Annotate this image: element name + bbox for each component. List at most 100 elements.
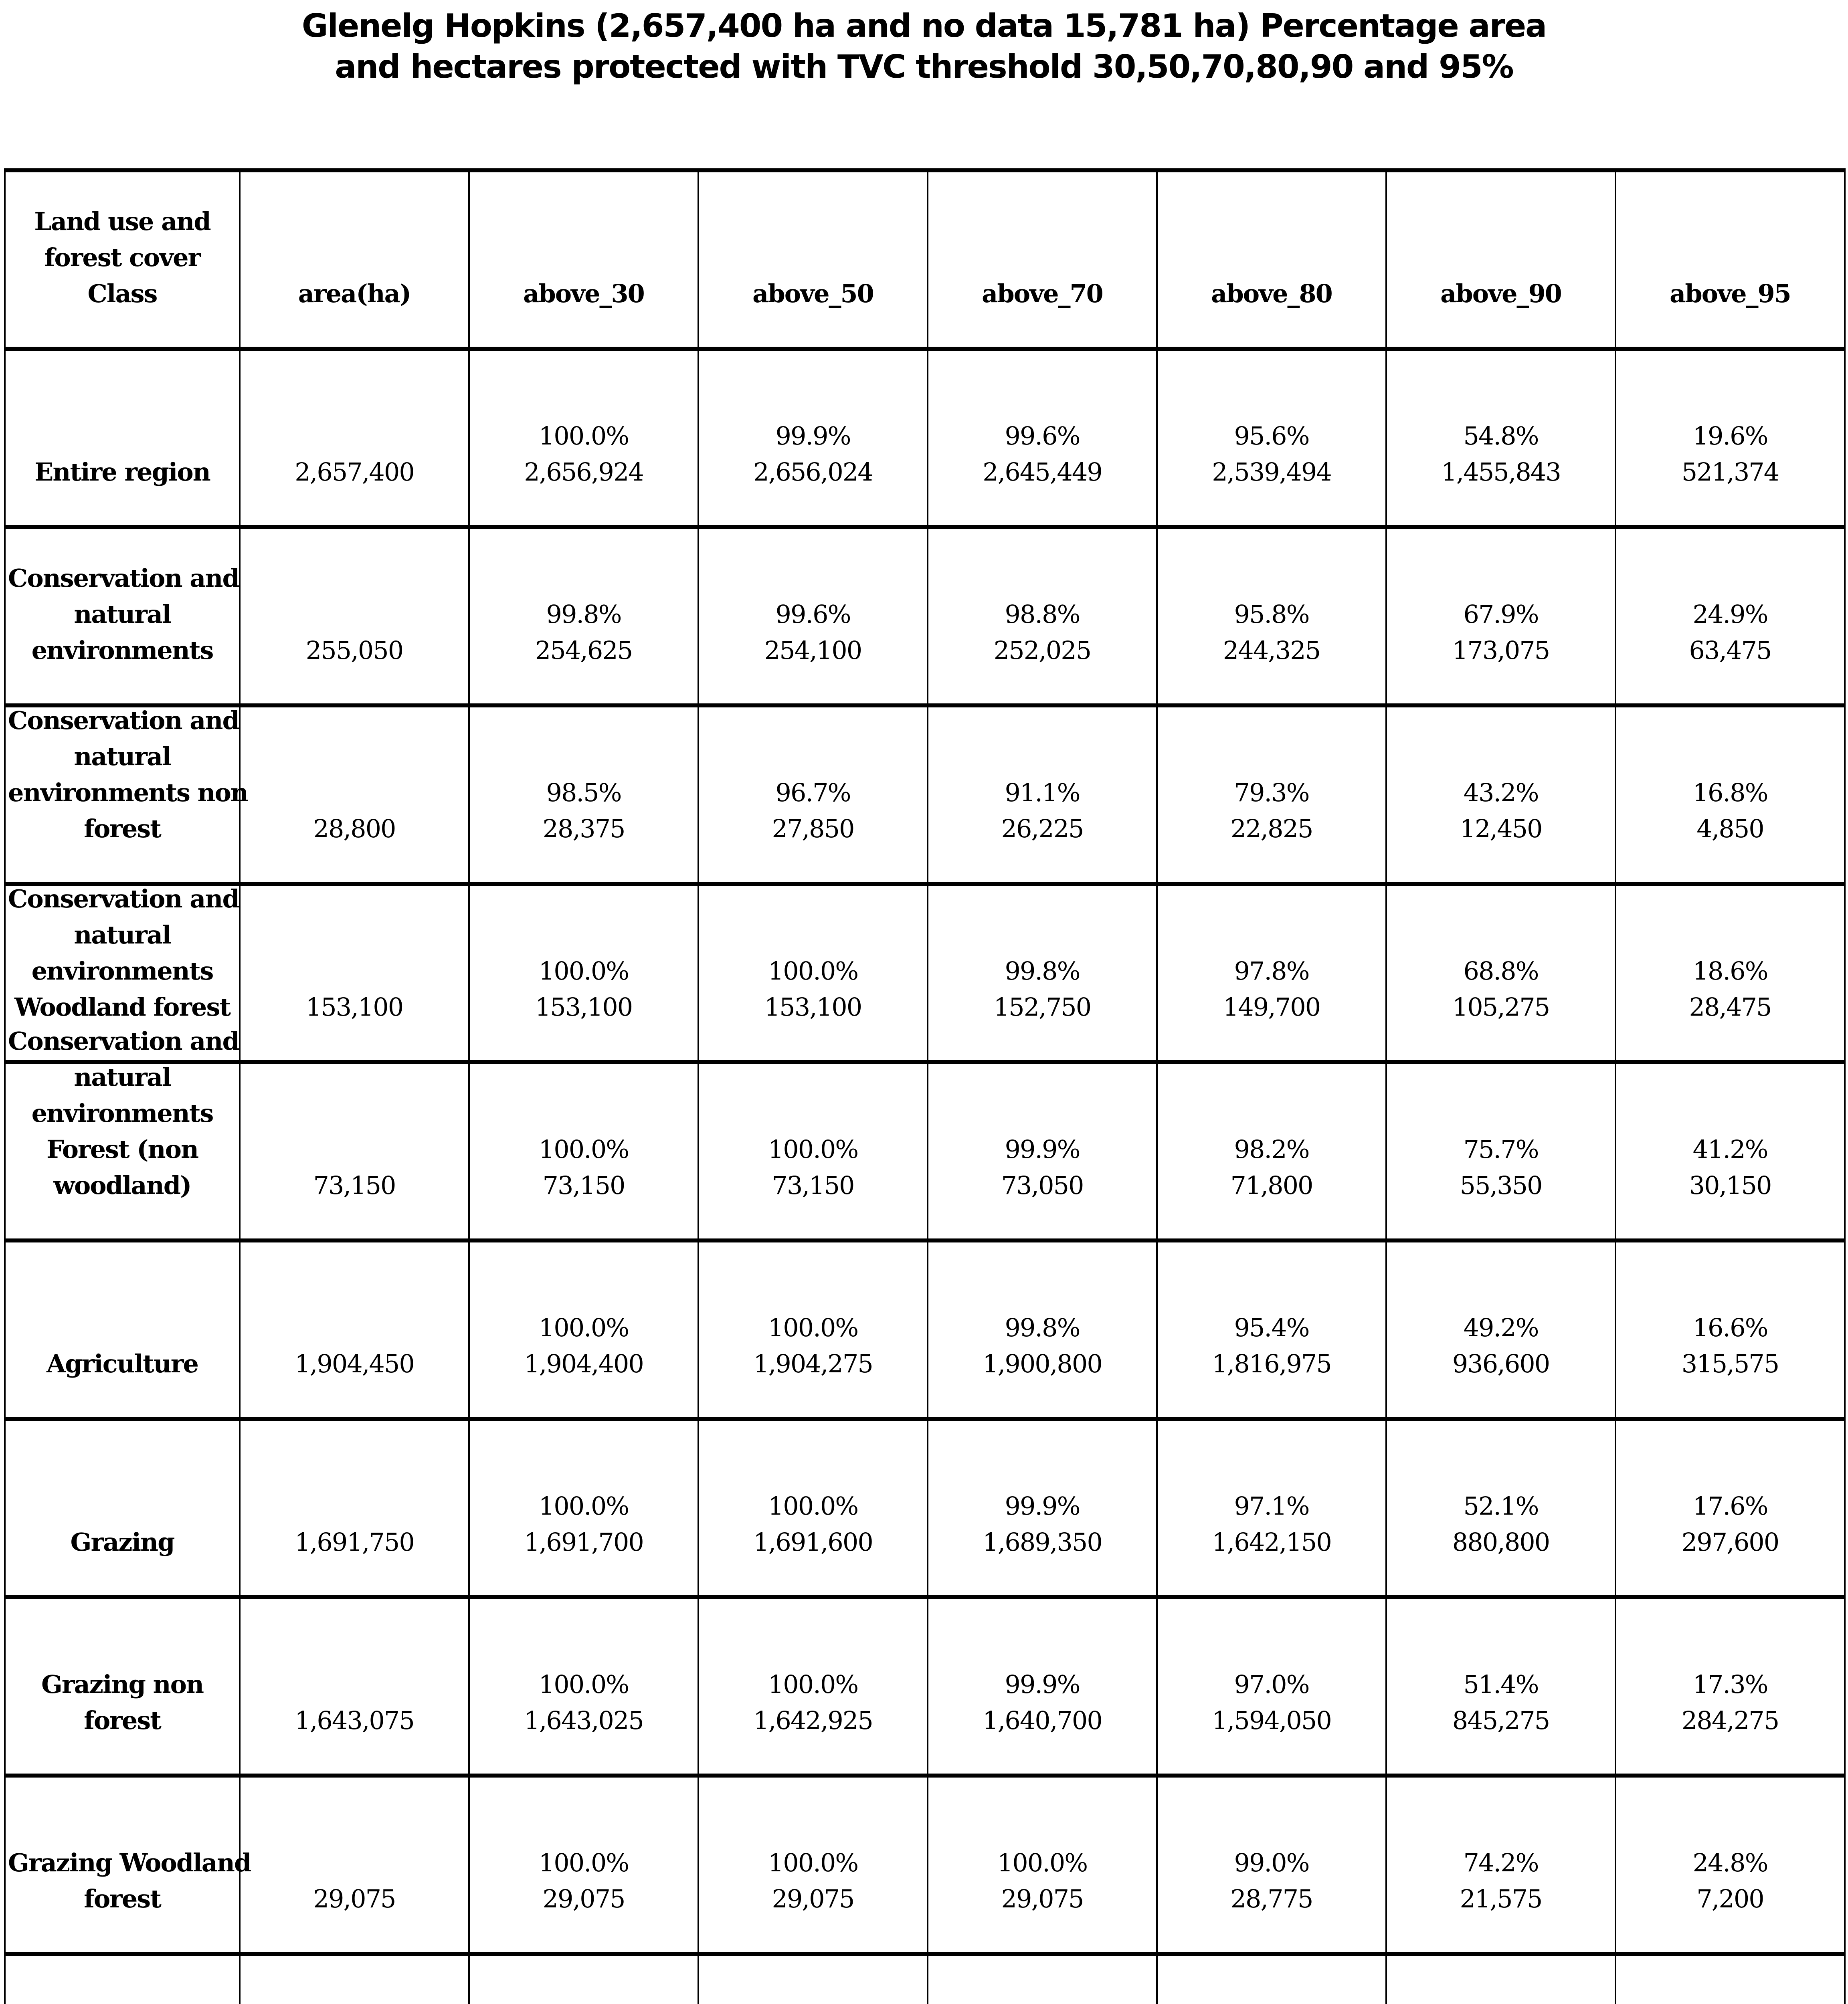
header-cell: above_90 (1385, 172, 1615, 347)
threshold-value: 49.2% 936,600 (1389, 1310, 1612, 1382)
hectares-value: 12,450 (1460, 814, 1543, 843)
row-label-cell: Conservation and natural environments (4, 529, 240, 703)
percent-value: 97.8% (1234, 956, 1310, 986)
area-value: 28,800 (313, 814, 396, 843)
threshold-cell: 43.2% 12,450 (1385, 707, 1615, 882)
threshold-value: 100.0% 29,075 (702, 1845, 924, 1917)
percent-value: 19.6% (1692, 421, 1769, 450)
threshold-value: 18.6% 28,475 (1619, 953, 1842, 1025)
percent-value: 97.0% (1234, 1669, 1310, 1699)
percent-value: 99.8% (1005, 956, 1081, 986)
page-title: Glenelg Hopkins (2,657,400 ha and no dat… (0, 6, 1848, 87)
area-value: 153,100 (305, 992, 404, 1022)
hectares-value: 1,904,275 (753, 1349, 873, 1378)
hectares-value: 1,904,400 (524, 1349, 644, 1378)
threshold-value: 54.8% 1,455,843 (1389, 418, 1612, 490)
threshold-value: 67.9% 173,075 (1389, 596, 1612, 669)
header-cell: above_95 (1615, 172, 1844, 347)
threshold-cell: 100.0% 29,075 (927, 1778, 1156, 1952)
threshold-cell: 74.2% 21,575 (1385, 1778, 1615, 1952)
threshold-value: 98.2% 71,800 (1160, 1131, 1383, 1204)
threshold-cell: 79.3% 22,825 (1156, 707, 1385, 882)
threshold-value: 99.9% 1,689,350 (931, 1488, 1154, 1560)
area-cell: 73,150 (239, 1064, 468, 1238)
percent-value: 95.8% (1234, 599, 1310, 629)
hectares-value: 105,275 (1452, 992, 1550, 1022)
threshold-cell: 19.6% 521,374 (1615, 351, 1844, 525)
hectares-value: 4,850 (1696, 814, 1765, 843)
threshold-value: 99.9% 73,050 (931, 1131, 1154, 1204)
threshold-value: 100.0% 2,656,924 (472, 418, 695, 490)
percent-value: 99.9% (1005, 1491, 1081, 1521)
threshold-cell: 99.0% 28,775 (1156, 1778, 1385, 1952)
threshold-cell: 99.9% 73,050 (927, 1064, 1156, 1238)
header-cell: above_80 (1156, 172, 1385, 347)
percent-value: 68.8% (1463, 956, 1539, 986)
threshold-value: 17.6% 297,600 (1619, 1488, 1842, 1560)
threshold-value: 43.2% 12,450 (1389, 775, 1612, 847)
percent-value: 97.1% (1234, 1491, 1310, 1521)
table-row: Conservation and natural environments 255… (4, 529, 1844, 707)
threshold-value: 75.7% 55,350 (1389, 1131, 1612, 1204)
percent-value: 18.6% (1692, 956, 1769, 986)
threshold-value: 98.8% 252,025 (931, 596, 1154, 669)
row-label-cell: Grazing non forest (4, 1599, 239, 1774)
threshold-cell: 16.8% 4,850 (1615, 707, 1844, 882)
header-cell: Land use and forest cover Class (4, 172, 239, 347)
table-row: Grazing 1,691,750 100.0% 1,691,700 100.0% 1,6… (4, 1421, 1844, 1599)
table-row: Grazing non forest 1,643,075 100.0% 1,643,0… (4, 1599, 1844, 1778)
percent-value: 99.0% (1234, 1848, 1310, 1877)
threshold-cell: 75.7% 55,350 (1385, 1064, 1615, 1238)
hectares-value: 73,050 (1001, 1170, 1084, 1200)
threshold-cell: 96.7% 27,850 (698, 707, 927, 882)
hectares-value: 22,825 (1230, 814, 1314, 843)
row-label: Grazing (70, 1527, 175, 1557)
header-cell: above_50 (698, 172, 927, 347)
percent-value: 99.6% (1005, 421, 1081, 450)
hectares-value: 153,100 (535, 992, 633, 1022)
threshold-value: 100.0% 73,150 (702, 1131, 924, 1204)
threshold-cell: 98.8% 252,025 (927, 529, 1156, 703)
table-row: Entire region 2,657,400 100.0% 2,656,924 99.… (4, 351, 1844, 529)
hectares-value: 845,275 (1452, 1705, 1550, 1735)
percent-value: 98.8% (1005, 599, 1081, 629)
row-label-cell: Agriculture (4, 1242, 239, 1417)
row-label: Conservation and natural environments (8, 563, 240, 665)
hectares-value: 28,375 (542, 814, 626, 843)
row-label-cell: Cropping (4, 1956, 239, 2004)
threshold-cell: 99.4%209,850 (927, 1956, 1156, 2004)
hectares-value: 63,475 (1689, 635, 1772, 665)
threshold-value: 99.8% 152,750 (931, 953, 1154, 1025)
area-value: 1,904,450 (295, 1349, 415, 1378)
row-label-cell: Grazing Woodland forest (4, 1778, 251, 1952)
threshold-value: 17.3% 284,275 (1619, 1667, 1842, 1739)
table-row: Conservation and natural environments Wo… (4, 884, 1844, 1064)
hectares-value: 315,575 (1681, 1349, 1779, 1378)
percent-value: 100.0% (768, 1491, 859, 1521)
percent-value: 99.6% (775, 599, 851, 629)
area-cell: 28,800 (239, 707, 468, 882)
threshold-value: 52.1% 880,800 (1389, 1488, 1612, 1560)
threshold-cell: 100.0% 1,904,400 (468, 1242, 698, 1417)
area-value: 2,657,400 (295, 457, 415, 487)
threshold-cell: 95.8% 244,325 (1156, 529, 1385, 703)
threshold-cell: 26.2%55,300 (1385, 1956, 1615, 2004)
hectares-value: 152,750 (993, 992, 1092, 1022)
threshold-cell: 16.6% 315,575 (1615, 1242, 1844, 1417)
area-cell: 1,643,075 (239, 1599, 468, 1774)
percent-value: 99.8% (1005, 1313, 1081, 1342)
area-cell: 1,691,750 (239, 1421, 468, 1595)
percent-value: 98.2% (1234, 1134, 1310, 1164)
header-cell: above_70 (927, 172, 1156, 347)
header-label: above_95 (1670, 279, 1791, 308)
hectares-value: 73,150 (542, 1170, 626, 1200)
threshold-cell: 91.1% 26,225 (927, 707, 1156, 882)
row-label-cell: Conservation and natural environments Fo… (4, 1026, 240, 1238)
threshold-cell: 95.4% 1,816,975 (1156, 1242, 1385, 1417)
threshold-cell: 17.6% 297,600 (1615, 1421, 1844, 1595)
threshold-cell: 97.1% 1,642,150 (1156, 1421, 1385, 1595)
percent-value: 100.0% (997, 1848, 1088, 1877)
percent-value: 16.8% (1692, 778, 1769, 807)
threshold-cell: 100.0% 1,642,925 (698, 1599, 927, 1774)
threshold-cell: 100.0%211,050 (468, 1956, 698, 2004)
